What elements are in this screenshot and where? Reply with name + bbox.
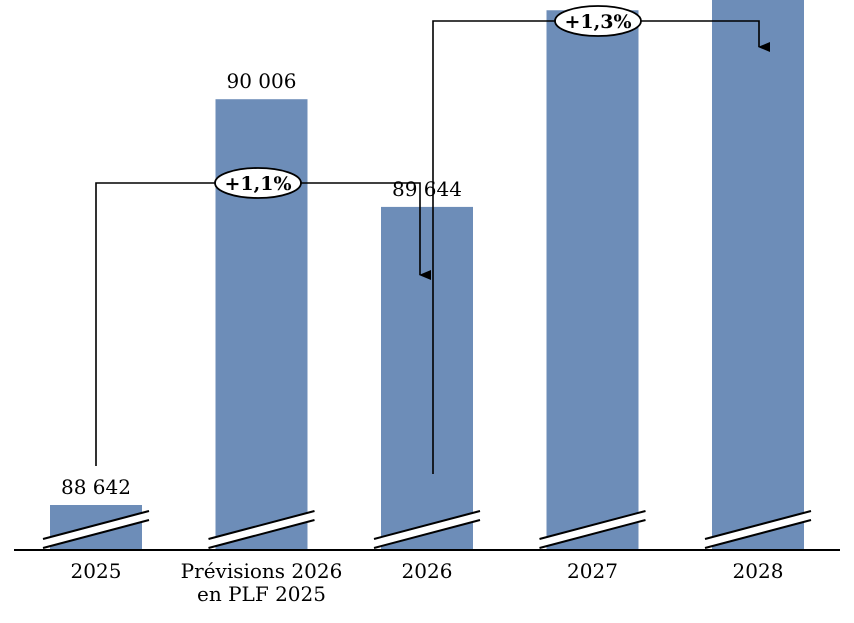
category-label-1: Prévisions 2026 en PLF 2025 [181, 559, 343, 606]
labels-layer: 88 642 2025 90 006 Prévisions 2026 en PLF 20… [61, 0, 784, 606]
axis-break-line-top-1 [208, 510, 315, 540]
axis-break-line-top-3 [539, 510, 646, 540]
annotations-layer: +1,1% +1,3% [95, 5, 770, 474]
axis-break-line-bottom-3 [539, 519, 646, 549]
axis-break-line-top-2 [373, 510, 481, 540]
axis-break-gap-0 [44, 512, 148, 547]
growth-bubble-1 [554, 5, 642, 37]
category-label-0: 2025 [71, 559, 122, 583]
axis-break-line-top-0 [42, 510, 150, 540]
axis-breaks-layer [42, 510, 812, 549]
axis-break-line-bottom-0 [42, 519, 150, 549]
axis-break-gap-4 [706, 512, 810, 547]
category-label-3: 2027 [567, 559, 618, 583]
axis-break-gap-3 [540, 512, 645, 547]
bar-1 [215, 99, 308, 551]
value-label-2: 89 644 [392, 177, 462, 201]
bar-2 [381, 206, 473, 550]
axis-break-line-top-4 [704, 510, 812, 540]
axis-break-line-bottom-4 [704, 519, 812, 549]
axis-break-line-bottom-2 [373, 519, 481, 549]
axis-break-line-bottom-1 [208, 519, 315, 549]
category-label-2: 2026 [402, 559, 453, 583]
axis-break-gap-2 [375, 512, 479, 547]
bar-4 [712, 0, 804, 551]
growth-label-1: +1,3% [564, 11, 631, 33]
bars-layer [50, 0, 804, 551]
value-label-1: 90 006 [227, 69, 297, 93]
axis-break-gap-1 [209, 512, 314, 547]
bar-3 [546, 10, 639, 550]
growth-label-0: +1,1% [224, 173, 291, 195]
value-label-3: 90 305 [558, 0, 628, 4]
growth-bubble-0 [214, 167, 302, 199]
category-label-4: 2028 [733, 559, 784, 583]
value-label-0: 88 642 [61, 475, 131, 499]
